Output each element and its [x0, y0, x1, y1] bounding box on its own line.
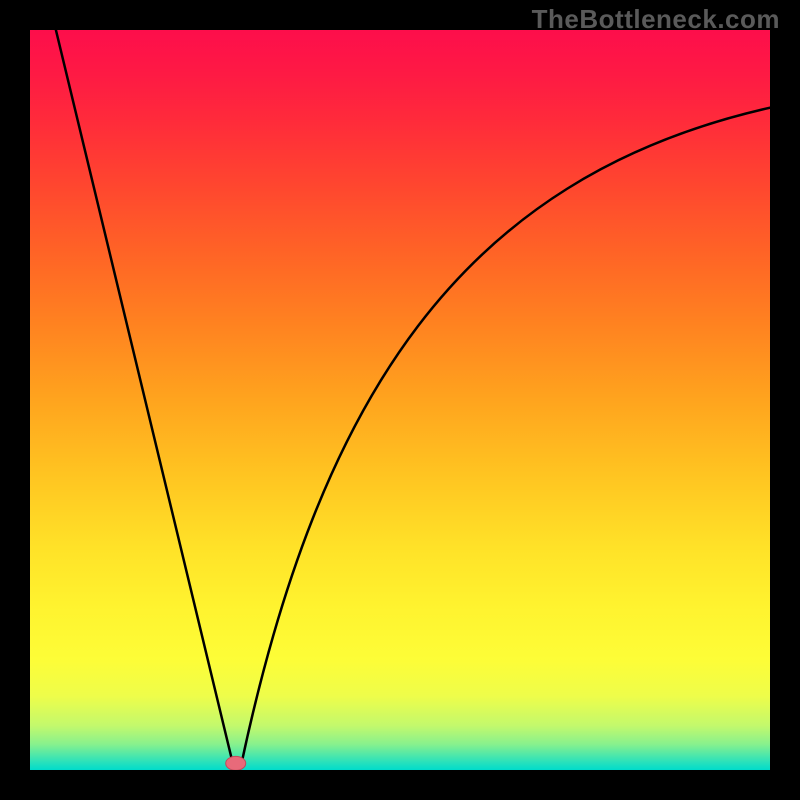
chart-plot-area: [30, 30, 770, 770]
bottleneck-curve: [30, 30, 770, 770]
curve-left-branch: [56, 30, 234, 766]
curve-right-branch: [241, 108, 770, 767]
minimum-marker: [226, 756, 246, 770]
